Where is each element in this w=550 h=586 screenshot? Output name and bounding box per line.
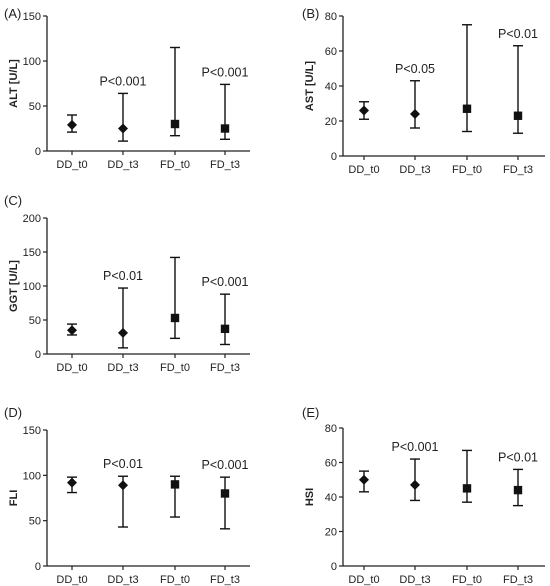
y-tick-label: 0 <box>331 151 337 163</box>
y-axis-title: HSI <box>304 488 316 506</box>
y-tick-label: 100 <box>23 281 41 293</box>
panel-label: (D) <box>4 405 22 420</box>
data-point-diamond <box>118 480 128 491</box>
data-point-diamond <box>410 479 420 490</box>
p-value-annotation: P<0.001 <box>202 65 249 79</box>
data-point-square <box>170 480 180 489</box>
chart-panel-3: (C) 0 50 100 150 200 GGT [U/L] DD_t0 DD_t3 P<0.01… <box>4 193 250 374</box>
y-tick-label: 80 <box>325 11 337 23</box>
y-tick-label: 150 <box>23 247 41 259</box>
data-point-diamond <box>359 474 369 485</box>
data-point-square <box>170 313 180 323</box>
p-value-annotation: P<0.01 <box>103 269 143 283</box>
x-category-label: DD_t0 <box>348 164 379 176</box>
x-category-label: FD_t3 <box>210 159 240 171</box>
x-category-label: FD_t0 <box>160 159 190 171</box>
y-tick-label: 20 <box>325 116 337 128</box>
y-tick-label: 200 <box>23 213 41 225</box>
chart-panel-2: (B) 0 20 40 60 80 AST [U/L] DD_t0 DD_t3 P<0.05 FD_… <box>302 6 545 176</box>
y-tick-label: 40 <box>325 492 337 504</box>
x-category-label: DD_t0 <box>348 574 379 586</box>
p-value-annotation: P<0.01 <box>103 457 143 471</box>
data-point-square <box>220 324 230 334</box>
p-value-annotation: P<0.001 <box>100 74 147 88</box>
y-tick-label: 50 <box>29 516 41 528</box>
y-tick-label: 100 <box>23 470 41 482</box>
x-category-label: FD_t0 <box>452 164 482 176</box>
p-value-annotation: P<0.001 <box>392 440 439 454</box>
y-tick-label: 50 <box>29 315 41 327</box>
y-tick-label: 20 <box>325 527 337 539</box>
p-value-annotation: P<0.01 <box>498 27 538 41</box>
panel-label: (A) <box>4 6 21 21</box>
panel-label: (E) <box>302 405 319 420</box>
y-tick-label: 60 <box>325 458 337 470</box>
y-tick-label: 100 <box>23 56 41 68</box>
chart-panel-1: (A) 0 50 100 150 ALT [U/L] DD_t0 DD_t3 P<0.001 FD… <box>4 6 250 171</box>
y-axis-title: ALT [U/L] <box>8 59 20 108</box>
p-value-annotation: P<0.01 <box>498 450 538 464</box>
y-tick-label: 60 <box>325 46 337 58</box>
x-category-label: FD_t3 <box>503 164 533 176</box>
x-category-label: FD_t0 <box>452 574 482 586</box>
y-tick-label: 50 <box>29 101 41 113</box>
x-category-label: FD_t3 <box>210 574 240 586</box>
panel-label: (C) <box>4 193 22 208</box>
p-value-annotation: P<0.001 <box>202 275 249 289</box>
x-category-label: FD_t3 <box>503 574 533 586</box>
panel-label: (B) <box>302 6 319 21</box>
data-point-square <box>220 489 230 498</box>
data-point-square <box>462 484 472 493</box>
data-point-diamond <box>67 325 77 336</box>
x-category-label: DD_t0 <box>56 574 87 586</box>
y-axis-title: AST [U/L] <box>304 61 316 111</box>
data-point-diamond <box>67 119 77 130</box>
x-category-label: DD_t3 <box>399 574 430 586</box>
y-tick-label: 80 <box>325 423 337 435</box>
data-point-square <box>220 124 230 133</box>
y-axis-title: GGT [U/L] <box>8 260 20 312</box>
y-tick-label: 150 <box>23 425 41 437</box>
data-point-diamond <box>118 327 128 338</box>
x-category-label: DD_t3 <box>107 362 138 374</box>
data-point-diamond <box>359 105 369 116</box>
x-category-label: DD_t0 <box>56 362 87 374</box>
x-category-label: FD_t0 <box>160 574 190 586</box>
data-point-square <box>513 485 523 495</box>
x-category-label: DD_t3 <box>107 574 138 586</box>
x-category-label: FD_t3 <box>210 362 240 374</box>
data-point-square <box>462 104 472 113</box>
data-point-diamond <box>118 123 128 134</box>
y-tick-label: 0 <box>35 146 41 158</box>
data-point-diamond <box>67 477 77 488</box>
y-axis-title: FLI <box>8 490 20 507</box>
y-tick-label: 0 <box>331 561 337 573</box>
data-point-square <box>170 119 180 129</box>
x-category-label: DD_t3 <box>107 159 138 171</box>
y-tick-label: 150 <box>23 11 41 23</box>
p-value-annotation: P<0.05 <box>395 62 435 76</box>
chart-panel-5: (E) 0 20 40 60 80 HSI DD_t0 DD_t3 P<0.001 FD_t0 FD_… <box>302 405 545 586</box>
x-category-label: DD_t0 <box>56 159 87 171</box>
y-tick-label: 40 <box>325 81 337 93</box>
y-tick-label: 0 <box>35 349 41 361</box>
data-point-square <box>513 111 523 120</box>
chart-panel-4: (D) 0 50 100 150 FLI DD_t0 DD_t3 P<0.01 FD_t0 FD_t… <box>4 405 250 586</box>
data-point-diamond <box>410 109 420 119</box>
p-value-annotation: P<0.001 <box>202 458 249 472</box>
x-category-label: FD_t0 <box>160 362 190 374</box>
y-tick-label: 0 <box>35 561 41 573</box>
x-category-label: DD_t3 <box>399 164 430 176</box>
